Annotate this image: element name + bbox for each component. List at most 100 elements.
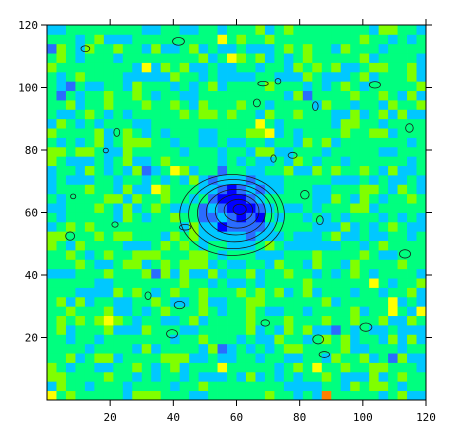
heatmap-cell [312,259,323,270]
noise-contour [166,329,178,339]
heatmap-cell [170,371,181,382]
heatmap-cell [113,62,124,73]
heatmap-cell [407,259,417,270]
heatmap-cell [113,165,124,176]
heatmap-cell [132,231,143,242]
heatmap-cell [388,118,398,129]
heatmap-cell [84,175,95,185]
heatmap-cell [312,287,323,298]
heatmap-cell [350,81,361,92]
heatmap-cell [113,221,124,232]
heatmap-cell [217,128,228,138]
heatmap-cell [397,43,408,54]
heatmap-cell [340,193,351,204]
heatmap-cell [208,118,218,129]
heatmap-cell [103,90,114,101]
heatmap-cell [407,90,417,101]
heatmap-cell [208,259,218,270]
heatmap-cell [56,231,67,242]
heatmap-cell [189,334,200,345]
noise-contour [260,319,270,327]
heatmap-cell [359,221,370,232]
heatmap-cell [151,118,162,129]
heatmap-cell [208,62,218,73]
heatmap-cell [407,315,417,326]
heatmap-cell [397,250,408,260]
heatmap-cell [94,296,105,307]
heatmap-cell [170,175,181,185]
heatmap-cell [179,43,190,54]
heatmap-cell [217,221,228,232]
heatmap-cell [84,100,95,110]
heatmap-cell [416,53,427,63]
heatmap-cell [208,362,218,373]
heatmap-cell [170,296,181,307]
heatmap-cell [189,137,200,148]
heatmap-cell [274,137,285,148]
heatmap-cell [378,221,389,232]
heatmap-cell [359,71,370,82]
heatmap-cell [113,390,124,401]
heatmap-cell [283,175,294,185]
heatmap-cell [75,296,86,307]
heatmap-cell [350,128,361,138]
heatmap-cell [369,193,380,204]
heatmap-cell [75,165,86,176]
heatmap-cell [274,203,285,213]
heatmap-cell [359,287,370,298]
heatmap-cell [84,118,95,129]
heatmap-cell [245,315,256,326]
heatmap-cell [293,109,304,120]
heatmap-cell [245,128,256,138]
heatmap-cell [312,268,323,279]
heatmap-cell [369,25,380,35]
heatmap-cell [321,278,332,288]
heatmap-cell [198,250,209,260]
heatmap-cell [94,25,105,35]
heatmap-cell [47,212,57,223]
heatmap-cell [245,118,256,129]
heatmap-cell [245,371,256,382]
heatmap-cell [369,165,380,176]
heatmap-cell [132,193,143,204]
heatmap-cell [312,193,323,204]
heatmap-cell [113,343,124,354]
heatmap-cell [132,34,143,45]
heatmap-cell [378,146,389,157]
heatmap-cell [397,146,408,157]
heatmap-cell [340,362,351,373]
heatmap-cell [331,390,342,401]
heatmap-cell [151,362,162,373]
heatmap-cell [198,212,209,223]
heatmap-cell [236,343,247,354]
heatmap-cell [65,221,76,232]
heatmap-cell [264,62,275,73]
heatmap-cell [189,175,200,185]
heatmap-cell [274,231,285,242]
heatmap-cell [312,240,323,251]
heatmap-cell [160,296,171,307]
heatmap-cell [350,165,361,176]
heatmap-cell [397,212,408,223]
heatmap-cell [359,137,370,148]
heatmap-cell [198,240,209,251]
heatmap-cell [103,25,114,35]
heatmap-cell [65,25,76,35]
heatmap-cell [397,62,408,73]
heatmap-cell [340,165,351,176]
heatmap-cell [208,137,218,148]
heatmap-cell [264,371,275,382]
heatmap-cell [160,334,171,345]
heatmap-cell [217,109,228,120]
heatmap-cell [227,175,237,185]
heatmap-cell [236,25,247,35]
heatmap-cell [122,221,133,232]
noise-contour [70,193,77,200]
heatmap-cell [388,71,398,82]
heatmap-cell [227,343,237,354]
heatmap-cell [302,128,313,138]
heatmap-cell [160,231,171,242]
heatmap-cell [198,362,209,373]
heatmap-cell [132,240,143,251]
heatmap-cell [283,371,294,382]
